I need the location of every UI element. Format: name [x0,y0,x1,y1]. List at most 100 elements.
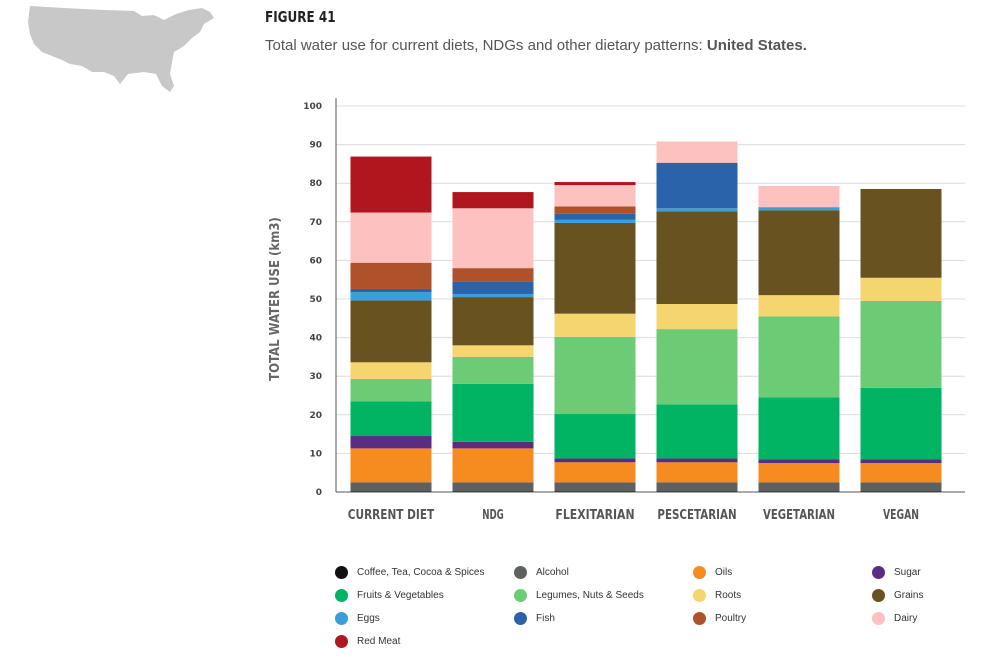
bar-segment-poultry [452,268,534,282]
legend-swatch [693,566,706,579]
legend-swatch [693,589,706,602]
bar-segment-grains [452,297,534,346]
bar-segment-alcohol [758,482,840,492]
bar-segment-fruits-vegetables [758,397,840,460]
bar-segment-alcohol [554,482,636,492]
y-tick-label: 0 [316,488,322,498]
y-tick-label: 100 [303,102,322,112]
bar-segment-fish [656,162,738,209]
legend-label: Red Meat [357,636,401,647]
bar-segment-eggs [350,292,432,301]
x-tick-label: FLEXITARIAN [555,508,634,523]
legend-label: Poultry [715,613,747,624]
us-map-icon [28,6,214,92]
bar-segment-roots [350,362,432,379]
figure-subtitle: Total water use for current diets, NDGs … [265,37,807,54]
y-tick-label: 90 [309,141,322,151]
y-tick-label: 40 [309,334,322,344]
figure-label: FIGURE 41 [265,8,336,26]
subtitle-country: United States. [706,37,807,54]
x-tick-label: NDG [482,508,504,523]
bar-segment-sugar [452,441,534,449]
y-axis-label: TOTAL WATER USE (km3) [268,217,283,381]
bar-segment-fruits-vegetables [860,387,942,460]
y-tick-label: 80 [309,179,322,189]
bar-segment-fish [350,288,432,293]
legend-swatch [514,589,527,602]
bar-segment-fruits-vegetables [554,414,636,459]
bar-segment-dairy [554,185,636,207]
bar-segment-oils [554,462,636,483]
legend-label: Legumes, Nuts & Seeds [536,590,644,601]
legend-label: Fruits & Vegetables [357,590,444,601]
bar-segment-oils [758,463,840,483]
bar-segment-legumes-nuts-seeds [656,329,738,405]
bar-segment-dairy [758,185,840,208]
bar-segment-fruits-vegetables [452,383,534,442]
legend-label: Fish [536,613,555,624]
bar-segment-roots [758,295,840,317]
bar-segment-alcohol [350,482,432,492]
bar-segment-fruits-vegetables [656,404,738,459]
y-tick-label: 70 [309,218,322,228]
bar-segment-grains [860,188,942,278]
bar-segment-oils [656,462,738,483]
bar-segment-grains [554,222,636,314]
bar-segment-fish [452,281,534,294]
bar-segment-coffee-tea-cocoa-spices [452,491,534,492]
bar-segment-dairy [656,141,738,163]
bar-segment-legumes-nuts-seeds [860,300,942,388]
bar-segment-sugar [554,458,636,463]
legend-label: Roots [715,590,742,601]
bar-segment-oils [860,463,942,483]
bar-segment-grains [350,300,432,363]
bar-segment-coffee-tea-cocoa-spices [554,491,636,492]
legend-label: Coffee, Tea, Cocoa & Spices [357,567,485,578]
legend-label: Alcohol [536,567,569,578]
bar-segment-alcohol [860,482,942,492]
bar-segment-roots [656,304,738,330]
y-tick-label: 10 [309,449,322,459]
y-tick-label: 60 [309,256,322,266]
y-tick-label: 30 [309,372,322,382]
bar-segment-eggs [554,219,636,223]
bar-segment-sugar [350,436,432,449]
y-tick-label: 50 [309,295,322,305]
bar-segment-coffee-tea-cocoa-spices [860,491,942,492]
bar-segment-legumes-nuts-seeds [758,316,840,398]
y-tick-label: 20 [309,411,322,421]
legend-swatch [335,566,348,579]
x-tick-label: VEGETARIAN [763,508,835,523]
bar-segment-red-meat [350,156,432,213]
bar-segment-grains [758,210,840,296]
bar-segment-oils [350,448,432,483]
bar-segment-coffee-tea-cocoa-spices [656,491,738,492]
bar-segment-fruits-vegetables [350,401,432,437]
bar-segment-roots [554,313,636,337]
legend-swatch [335,589,348,602]
x-tick-label: PESCETARIAN [657,508,736,523]
legend-swatch [693,612,706,625]
bar-segment-eggs [758,207,840,211]
x-tick-label: VEGAN [883,508,919,523]
bar-segment-legumes-nuts-seeds [554,336,636,415]
bar-segment-alcohol [656,482,738,492]
legend-label: Oils [715,567,733,578]
legend-swatch [872,566,885,579]
bar-segment-eggs [656,208,738,212]
bar-segment-poultry [350,262,432,289]
legend-label: Sugar [894,567,921,578]
bar-segment-red-meat [452,192,534,209]
bar-segment-oils [452,448,534,483]
bar-segment-alcohol [452,482,534,492]
legend-swatch [335,635,348,648]
bar-segment-sugar [656,458,738,463]
bar-segment-roots [452,345,534,357]
legend-swatch [514,612,527,625]
legend-label: Dairy [894,613,918,624]
bar-segment-legumes-nuts-seeds [350,378,432,402]
legend-swatch [514,566,527,579]
bar-segment-poultry [554,206,636,214]
subtitle-prefix: Total water use for current diets, NDGs … [265,37,707,54]
